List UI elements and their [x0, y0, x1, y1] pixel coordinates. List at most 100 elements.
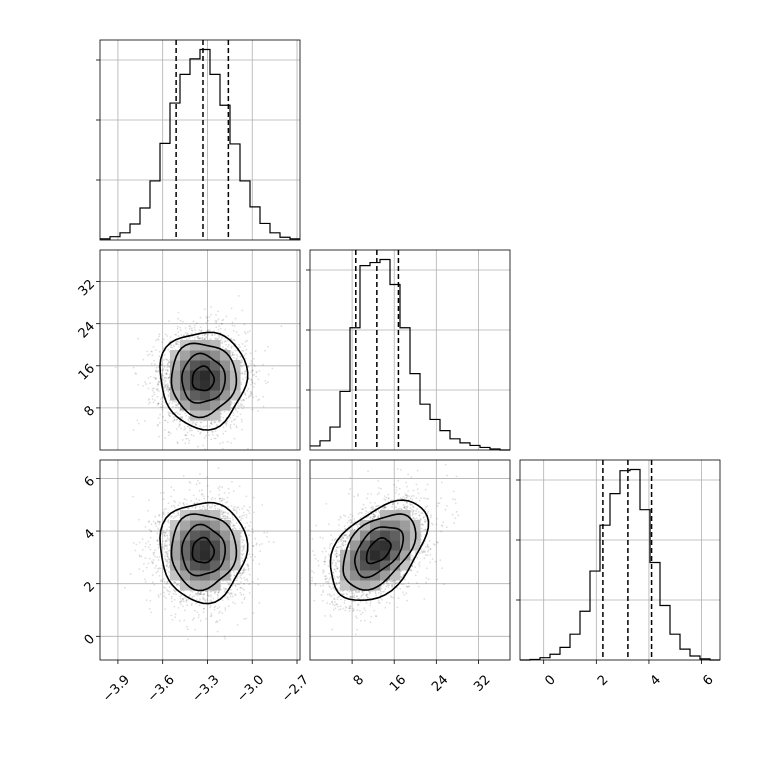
- sample-point: [200, 421, 203, 424]
- hist-grid-2: [520, 460, 720, 660]
- sample-point: [172, 420, 175, 423]
- sample-point: [166, 369, 169, 371]
- sample-point: [188, 410, 191, 413]
- sample-point: [225, 423, 228, 425]
- sample-point: [222, 515, 225, 518]
- sample-point: [206, 590, 209, 593]
- sample-point: [244, 332, 247, 335]
- sample-point: [164, 376, 167, 379]
- sample-point: [214, 437, 217, 440]
- sample-point: [177, 343, 180, 346]
- sample-point: [175, 411, 178, 414]
- sample-point: [184, 434, 187, 437]
- sample-point: [187, 419, 190, 422]
- sample-point: [166, 369, 169, 372]
- sample-point: [164, 333, 167, 336]
- sample-point: [204, 590, 207, 593]
- sample-point: [224, 637, 227, 640]
- sample-point: [197, 613, 200, 616]
- sample-point: [163, 531, 165, 534]
- sample-point: [164, 373, 167, 375]
- sample-point: [157, 423, 159, 426]
- sample-point: [155, 525, 158, 527]
- sample-point: [163, 386, 166, 389]
- sample-point: [218, 489, 221, 491]
- sample-point: [221, 517, 224, 520]
- sample-point: [155, 370, 158, 373]
- sample-point: [161, 396, 164, 399]
- sample-point: [166, 358, 168, 361]
- sample-point: [160, 364, 163, 367]
- sample-point: [250, 379, 253, 381]
- density-cell: [190, 370, 201, 381]
- sample-point: [206, 317, 209, 319]
- sample-point: [235, 522, 238, 524]
- sample-point: [147, 521, 150, 523]
- sample-point: [177, 514, 179, 516]
- sample-point: [198, 329, 201, 331]
- sample-point: [168, 412, 171, 415]
- sample-point: [267, 345, 269, 348]
- sample-point: [230, 307, 233, 310]
- sample-point: [201, 337, 204, 340]
- sample-point: [184, 327, 187, 329]
- sample-point: [243, 576, 246, 579]
- sample-point: [188, 327, 191, 330]
- sample-point: [159, 521, 161, 524]
- sample-point: [232, 527, 234, 530]
- sample-point: [236, 583, 239, 586]
- sample-point: [189, 325, 192, 328]
- sample-point: [152, 520, 155, 523]
- sample-point: [177, 512, 180, 514]
- sample-point: [138, 555, 141, 558]
- sample-point: [169, 415, 172, 418]
- sample-point: [209, 606, 212, 609]
- sample-point: [209, 490, 212, 493]
- sample-point: [251, 553, 254, 556]
- sample-point: [163, 390, 166, 392]
- sample-point: [249, 395, 252, 397]
- density-cell: [230, 360, 241, 371]
- sample-point: [168, 543, 171, 546]
- sample-point: [153, 393, 156, 396]
- sample-point: [178, 423, 181, 425]
- sample-point: [166, 388, 168, 391]
- sample-point: [203, 495, 205, 497]
- sample-point: [232, 525, 235, 527]
- sample-point: [157, 594, 160, 596]
- sample-point: [202, 593, 205, 596]
- sample-point: [163, 358, 166, 361]
- sample-point: [250, 371, 253, 373]
- sample-point: [166, 388, 169, 390]
- sample-point: [175, 401, 178, 403]
- sample-point: [243, 372, 246, 374]
- sample-point: [185, 599, 188, 602]
- density-cell: [170, 360, 181, 371]
- sample-point: [244, 393, 247, 395]
- sample-point: [159, 398, 162, 400]
- sample-point: [168, 431, 170, 434]
- sample-point: [145, 599, 148, 602]
- sample-point: [144, 580, 147, 583]
- sample-point: [258, 563, 261, 565]
- sample-point: [211, 505, 213, 508]
- sample-point: [178, 346, 180, 348]
- sample-point: [230, 337, 232, 340]
- sample-point: [167, 389, 170, 392]
- sample-point: [197, 592, 200, 595]
- sample-point: [199, 425, 202, 428]
- sample-point: [220, 506, 223, 508]
- sample-point: [172, 400, 174, 403]
- sample-point: [149, 543, 152, 546]
- sample-point: [165, 373, 168, 376]
- sample-point: [191, 595, 194, 598]
- sample-point: [172, 344, 175, 347]
- sample-point: [200, 330, 203, 332]
- sample-point: [172, 405, 174, 408]
- sample-point: [214, 505, 216, 507]
- sample-point: [249, 392, 252, 395]
- sample-point: [238, 583, 241, 586]
- sample-point: [223, 517, 226, 520]
- sample-point: [142, 358, 145, 361]
- sample-point: [165, 383, 167, 386]
